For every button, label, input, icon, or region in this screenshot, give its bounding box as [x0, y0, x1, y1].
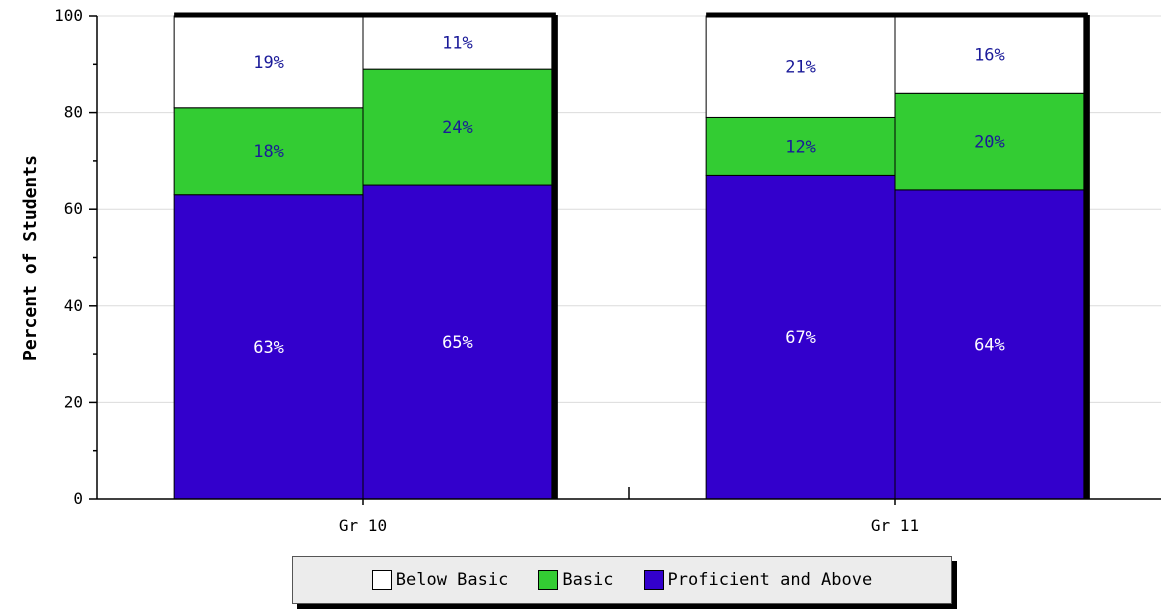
y-tick-label: 100 [54, 6, 83, 25]
bar-value-label: 67% [785, 328, 816, 348]
y-tick-label: 0 [73, 489, 83, 508]
bar-value-label: 19% [253, 53, 284, 73]
legend: Below Basic Basic Proficient and Above [292, 556, 952, 604]
bar-value-label: 11% [442, 34, 473, 54]
legend-item: Proficient and Above [643, 570, 873, 590]
legend-label: Basic [562, 570, 614, 590]
bar-value-label: 20% [974, 133, 1005, 153]
bar-segment [173, 107, 364, 196]
x-category-label: Gr 10 [339, 516, 387, 535]
legend-swatch [538, 570, 559, 590]
legend-label: Below Basic [395, 570, 509, 590]
bar-value-label: 21% [785, 58, 816, 78]
legend-label: Proficient and Above [667, 570, 873, 590]
bar-segment [705, 116, 896, 176]
y-axis-label: Percent of Students [20, 155, 41, 361]
y-tick-label: 20 [64, 392, 83, 411]
bars: 63% 18% 19% 65% 24% 11% 67% 12% 21% 64% 20% 16% [173, 12, 1090, 500]
bar-segment [894, 15, 1085, 94]
y-tick-label: 60 [64, 199, 83, 218]
x-category-labels: Gr 10 Gr 11 [339, 499, 919, 535]
bar-value-label: 65% [442, 333, 473, 353]
x-category-label: Gr 11 [871, 516, 919, 535]
bar-segment [894, 92, 1085, 191]
bar-value-label: 18% [253, 142, 284, 162]
bar-segment [173, 194, 364, 500]
bar-value-label: 12% [785, 137, 816, 157]
legend-item: Below Basic [371, 570, 509, 590]
bar-segment [705, 15, 896, 118]
y-tick-label: 40 [64, 296, 83, 315]
bar-value-label: 24% [442, 118, 473, 138]
y-ticks: 0 20 40 60 80 100 [54, 6, 97, 508]
y-tick-label: 80 [64, 103, 83, 122]
bar-value-label: 16% [974, 46, 1005, 66]
legend-swatch [371, 570, 392, 590]
bar-value-label: 64% [974, 335, 1005, 355]
legend-swatch [643, 570, 664, 590]
legend-item: Basic [538, 570, 614, 590]
bar-value-label: 63% [253, 338, 284, 358]
